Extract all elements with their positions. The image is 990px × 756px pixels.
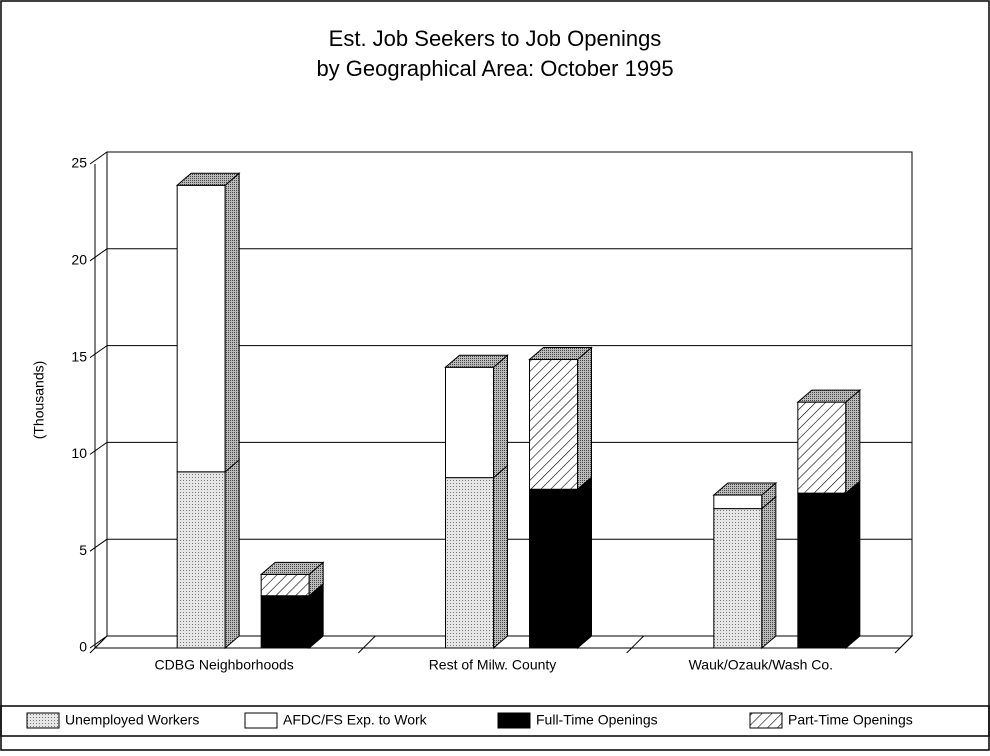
legend-box [0,705,990,737]
bar-segment [445,477,494,649]
bar-segment [797,492,847,649]
y-tick [89,248,108,262]
bar-top [528,347,593,361]
bar-side [577,476,592,650]
bar-side [493,464,508,650]
legend-swatch [26,712,60,729]
bar-segment [529,359,578,490]
y-tick-label: 15 [71,348,87,364]
y-tick-label: 10 [71,445,87,461]
y-tick-label: 0 [79,639,87,655]
bar-segment [529,488,578,649]
x-tick-label: Wauk/Ozauk/Wash Co. [689,657,833,673]
y-tick [89,441,108,455]
y-tick-label: 20 [71,252,87,268]
bar-side [493,354,508,479]
bar-top [259,561,325,575]
x-tick-label: CDBG Neighborhoods [155,657,294,673]
bar-top [796,389,862,403]
legend-swatch [497,712,531,729]
y-tick [89,345,108,359]
x-tick [357,635,376,654]
bar-segment [445,366,494,479]
y-tick [89,635,108,649]
legend-label: Part-Time Openings [788,712,913,728]
bar-side [845,480,861,650]
bar-top [712,482,778,496]
bar-segment [713,494,763,510]
legend-label: AFDC/FS Exp. to Work [283,712,428,728]
bar-segment [713,508,763,649]
legend-label: Unemployed Workers [65,712,199,728]
chart-subtitle: by Geographical Area: October 1995 [316,56,673,81]
legend-swatch [749,712,783,729]
bar-side [224,458,240,650]
y-tick [89,538,108,552]
x-tick [89,635,108,654]
y-tick-label: 25 [71,155,87,171]
bar-side [577,346,592,491]
y-axis-label: (Thousands) [31,361,47,440]
x-tick [626,635,645,654]
bar-side [845,389,861,495]
bar-segment [176,184,226,473]
bar-segment [260,595,310,649]
y-tick-label: 5 [79,542,87,558]
chart-title: Est. Job Seekers to Job Openings [329,26,662,51]
bar-top [444,354,509,368]
bar-side [761,495,777,650]
y-tick [89,151,108,165]
x-tick-label: Rest of Milw. County [429,657,557,673]
bar-top [175,172,241,186]
legend-swatch [244,712,278,729]
bar-segment [260,573,310,597]
bar-segment [797,401,847,494]
bar-segment [176,471,226,649]
legend-label: Full-Time Openings [536,712,658,728]
x-tick [894,635,913,654]
bar-side [224,172,240,473]
